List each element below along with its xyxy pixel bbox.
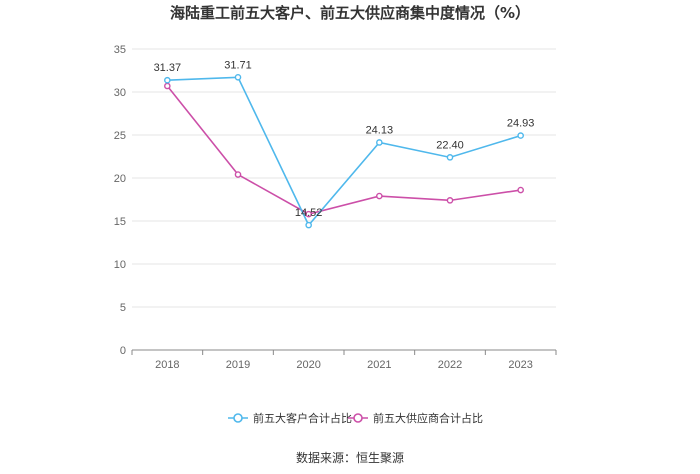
legend-swatch-marker (353, 413, 363, 423)
data-point (446, 197, 454, 204)
series-line (167, 76, 521, 227)
y-tick-label: 35 (114, 44, 126, 56)
data-label: 24.13 (366, 124, 394, 136)
y-tick-label: 0 (120, 345, 126, 357)
y-tick-label: 30 (114, 87, 126, 99)
data-point (446, 154, 454, 161)
y-tick-label: 5 (120, 302, 126, 314)
y-tick-label: 10 (114, 259, 126, 271)
data-point (305, 210, 312, 218)
data-point (376, 192, 383, 200)
data-point (234, 73, 242, 81)
data-point (234, 171, 242, 178)
series-group: 31.37 31.71 14.52 24.13 22.40 24.93 (154, 59, 535, 229)
data-point (164, 76, 171, 84)
legend: 前五大客户合计占比 前五大供应商合计占比 (228, 411, 483, 425)
legend-label: 前五大供应商合计占比 (373, 411, 483, 425)
y-tick-label: 15 (114, 216, 126, 228)
x-tick-label: 2023 (508, 359, 532, 371)
chart-title: 海陆重工前五大客户、前五大供应商集中度情况（%） (170, 4, 530, 22)
x-tick-label: 2022 (438, 359, 462, 371)
y-axis: 0 5 10 15 20 25 30 35 (114, 44, 126, 357)
series-line (166, 85, 521, 215)
x-tick-label: 2019 (226, 359, 250, 371)
data-point (517, 186, 524, 194)
data-label: 31.71 (224, 59, 252, 71)
x-axis: 2018 2019 2020 2021 2022 2023 (131, 349, 557, 371)
data-label: 22.40 (436, 139, 464, 151)
y-tick-label: 25 (114, 130, 126, 142)
data-label: 31.37 (154, 62, 182, 74)
data-label: 14.52 (295, 207, 323, 219)
data-point (164, 82, 171, 90)
source-note: 数据来源：恒生聚源 (296, 450, 404, 465)
data-point (517, 132, 524, 139)
x-tick-label: 2020 (296, 359, 320, 371)
data-point (305, 221, 312, 229)
gridlines (132, 48, 556, 308)
x-tick-label: 2021 (367, 359, 391, 371)
data-point (376, 139, 383, 146)
x-tick-label: 2018 (155, 359, 179, 371)
y-tick-label: 20 (114, 173, 126, 185)
data-label: 24.93 (507, 118, 535, 130)
legend-swatch-marker (233, 413, 243, 423)
legend-label: 前五大客户合计占比 (253, 411, 352, 425)
